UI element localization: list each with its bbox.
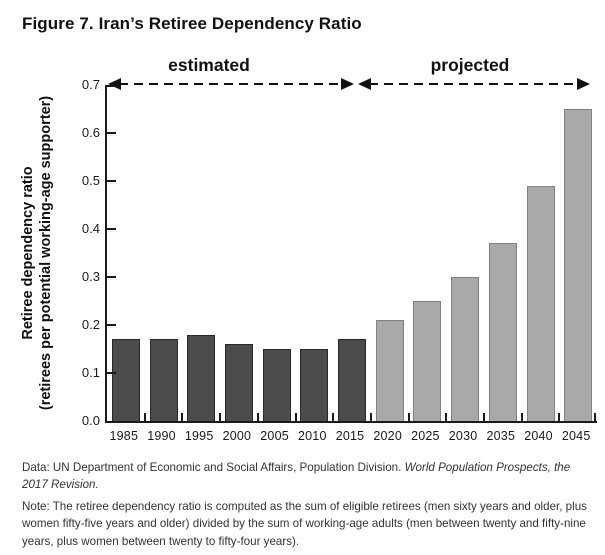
bar-2045 [564,109,593,421]
bar-2025 [413,301,442,421]
x-tick-label-2005: 2005 [260,429,289,443]
x-tick-label-2015: 2015 [335,429,365,443]
y-tick-label-0.5: 0.5 [81,173,100,188]
figure-title: Figure 7. Iran’s Retiree Dependency Rati… [22,14,362,33]
x-axis-tick [181,413,184,421]
arrow-right-icon [577,78,590,90]
y-tick-label-0.7: 0.7 [81,77,100,92]
definition-note: Note: The retiree dependency ratio is co… [22,500,587,548]
x-axis-tick [407,413,410,421]
x-tick-label-2030: 2030 [448,429,478,443]
y-axis-tick [107,180,116,182]
y-axis-tick [107,228,116,230]
bar-2010 [300,349,329,421]
x-tick-label-2000: 2000 [222,429,252,443]
y-tick-label-0.2: 0.2 [81,317,100,332]
projected-range-arrow [358,78,590,90]
y-tick-label-0.0: 0.0 [81,413,100,428]
y-axis-tick [107,324,116,326]
dashed-line [119,83,343,85]
y-tick-label-0.4: 0.4 [81,221,100,236]
bar-1995 [187,334,216,421]
source-note-text: Data: UN Department of Economic and Soci… [22,461,405,474]
x-tick-label-2045: 2045 [561,429,591,443]
source-note: Data: UN Department of Economic and Soci… [22,459,574,494]
x-axis-tick [594,413,596,421]
y-axis-tick [107,276,116,278]
dashed-line [369,83,579,85]
x-tick-label-2040: 2040 [524,429,553,443]
arrow-right-icon [341,78,354,90]
arrow-left-icon [358,78,371,90]
bar-2015 [338,339,366,421]
plot-area: estimated projected [105,55,597,423]
x-tick-label-2010: 2010 [297,429,327,443]
x-tick-label-1990: 1990 [147,429,176,443]
x-axis-tick [143,413,146,421]
bar-2030 [451,277,480,421]
x-tick-label-1985: 1985 [109,429,139,443]
y-axis-title: Retiree dependency ratio (retirees per p… [19,96,55,410]
bar-2035 [488,243,517,421]
x-tick-label-2020: 2020 [373,429,402,443]
x-tick-label-2025: 2025 [411,429,440,443]
x-axis-tick [558,413,561,421]
y-axis-title-line2: (retirees per potential working-age supp… [38,95,54,411]
x-tick-label-2035: 2035 [486,429,516,443]
estimated-label: estimated [168,55,250,75]
x-axis-tick [256,413,259,421]
y-axis-tick [107,372,116,374]
bar-1990 [149,339,178,421]
x-tick-label-1995: 1995 [184,429,214,443]
y-axis-tick [107,85,116,87]
x-axis-tick [332,413,335,421]
y-axis-tick [107,132,116,134]
bar-2040 [526,185,555,421]
y-tick-label-0.3: 0.3 [81,269,100,284]
x-axis-tick [482,413,485,421]
x-axis-tick [520,413,523,421]
y-axis-title-line1: Retiree dependency ratio [19,166,36,340]
bar-2020 [375,320,404,421]
projected-label: projected [430,55,510,75]
x-axis-tick [369,413,372,421]
bar-1985 [111,339,140,421]
y-tick-label-0.6: 0.6 [81,125,100,140]
y-tick-label-0.1: 0.1 [81,365,100,380]
arrow-left-icon [108,78,121,90]
x-axis-tick [294,413,297,421]
x-axis-tick [219,413,222,421]
bar-2005 [262,349,291,421]
source-note-italic: World Population Prospects, the 2017 Rev… [22,461,571,492]
estimated-range-arrow [108,78,354,90]
bar-2000 [224,344,253,421]
x-axis-tick [445,413,448,421]
